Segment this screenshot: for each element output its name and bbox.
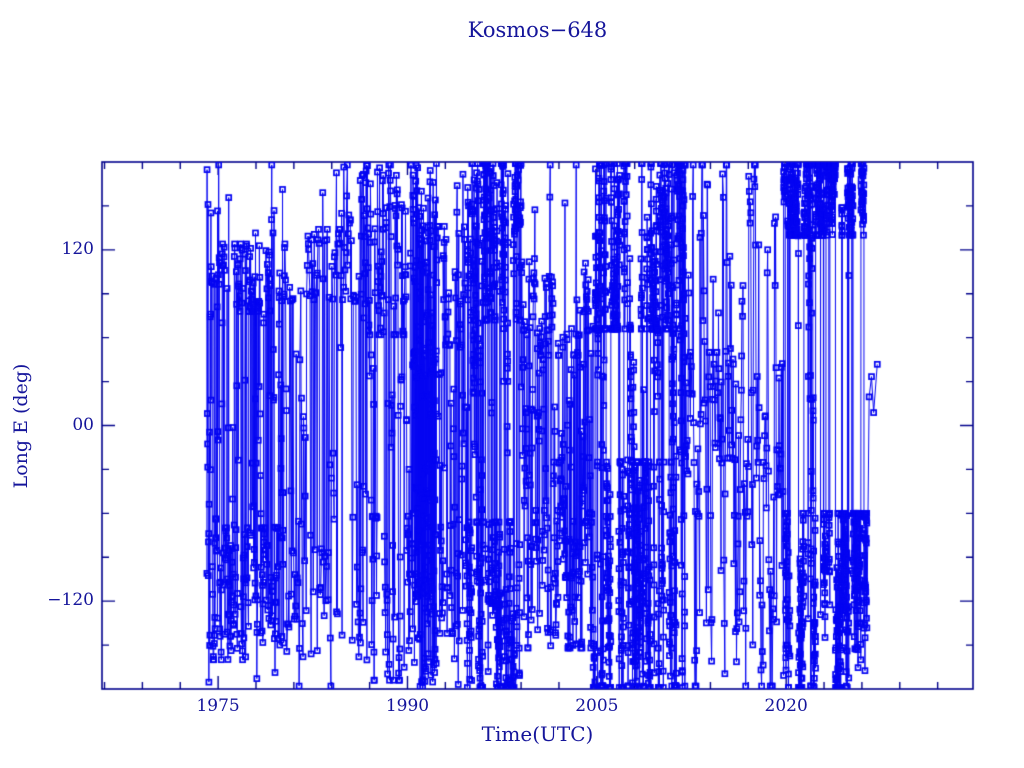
x-axis-label: Time(UTC) <box>481 722 594 746</box>
y-tick-label: 00 <box>72 414 94 435</box>
y-tick-label: −120 <box>47 590 94 611</box>
x-tick-label: 1975 <box>196 696 240 716</box>
x-tick-label: 2020 <box>764 696 808 716</box>
chart-title: Kosmos−648 <box>467 18 608 42</box>
x-tick-label: 1990 <box>385 696 430 716</box>
y-tick-label: 120 <box>61 238 94 259</box>
x-tick-label: 2005 <box>575 696 619 716</box>
